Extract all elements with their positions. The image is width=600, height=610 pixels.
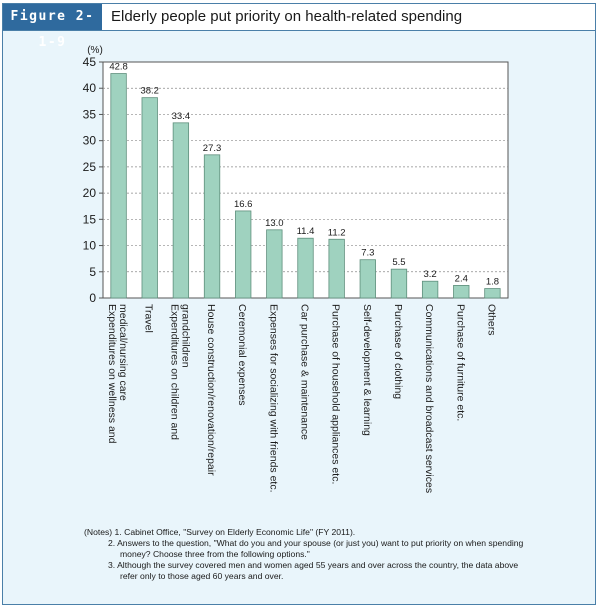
y-tick-label: 20	[83, 186, 97, 200]
bar	[390, 268, 408, 299]
data-label: 11.4	[297, 226, 315, 237]
x-category-label: Car purchase & maintenance	[299, 304, 311, 440]
bar	[359, 259, 376, 299]
bar	[266, 229, 283, 299]
x-category-label: Self-development & learning	[361, 304, 373, 436]
data-label: 1.8	[486, 277, 499, 288]
bar	[141, 97, 158, 299]
x-category-label: Expenses for socializing with friends et…	[267, 304, 279, 493]
bar	[110, 73, 127, 299]
bar	[172, 122, 190, 299]
x-category-label: Purchase of furniture etc.	[454, 304, 466, 421]
data-label: 5.5	[392, 257, 405, 268]
x-category-label: Travel	[143, 304, 155, 333]
data-label: 2.4	[455, 273, 468, 284]
notes-block: (Notes) 1. Cabinet Office, "Survey on El…	[84, 527, 534, 582]
data-label: 7.3	[361, 248, 374, 259]
x-category-label: grandchildren	[179, 304, 191, 368]
x-category-label: Communications and broadcast services	[423, 304, 435, 493]
bar	[328, 238, 345, 299]
data-label: 13.0	[265, 218, 284, 229]
y-tick-label: 40	[83, 81, 97, 95]
x-category-label: Ceremonial expenses	[236, 304, 248, 406]
note-2: 2. Answers to the question, "What do you…	[108, 538, 524, 559]
data-label: 16.6	[234, 199, 253, 210]
note-1: (Notes) 1. Cabinet Office, "Survey on El…	[84, 527, 356, 537]
x-category-label: Expenditures on wellness and	[106, 304, 118, 444]
bar	[297, 237, 314, 299]
y-tick-label: 0	[89, 291, 96, 305]
figure-title: Elderly people put priority on health-re…	[111, 8, 463, 25]
figure-number: Figure 2-1-9	[3, 4, 102, 50]
bar	[235, 210, 252, 299]
note-3: 3. Although the survey covered men and w…	[108, 560, 519, 581]
data-label: 42.8	[109, 62, 128, 73]
data-label: 38.2	[140, 86, 159, 97]
data-label: 11.2	[328, 227, 346, 238]
x-category-label: Others	[485, 304, 497, 336]
x-category-label: House construction/renovation/repair	[205, 304, 217, 476]
x-category-label: medical/nursing care	[117, 304, 129, 401]
y-tick-label: 15	[83, 212, 97, 226]
bar	[203, 154, 221, 299]
y-tick-label: 30	[83, 134, 97, 148]
bar	[453, 285, 470, 299]
y-tick-label: 25	[83, 160, 97, 174]
y-tick-label: 45	[83, 55, 97, 69]
x-category-label: Expenditures on children and	[168, 304, 180, 440]
y-tick-label: 5	[89, 265, 96, 279]
data-label: 33.4	[172, 111, 191, 122]
data-label: 27.3	[203, 143, 222, 154]
data-label: 3.2	[424, 269, 437, 280]
bar	[484, 288, 501, 299]
figure-header: Figure 2-1-9 Elderly people put priority…	[3, 4, 595, 50]
bar	[421, 280, 439, 299]
y-tick-label: 35	[83, 107, 97, 121]
x-category-label: Purchase of clothing	[392, 304, 404, 399]
y-tick-label: 10	[83, 239, 97, 253]
x-category-label: Purchase of household appliances etc.	[330, 304, 342, 484]
y-axis-label: (%)	[87, 45, 103, 56]
